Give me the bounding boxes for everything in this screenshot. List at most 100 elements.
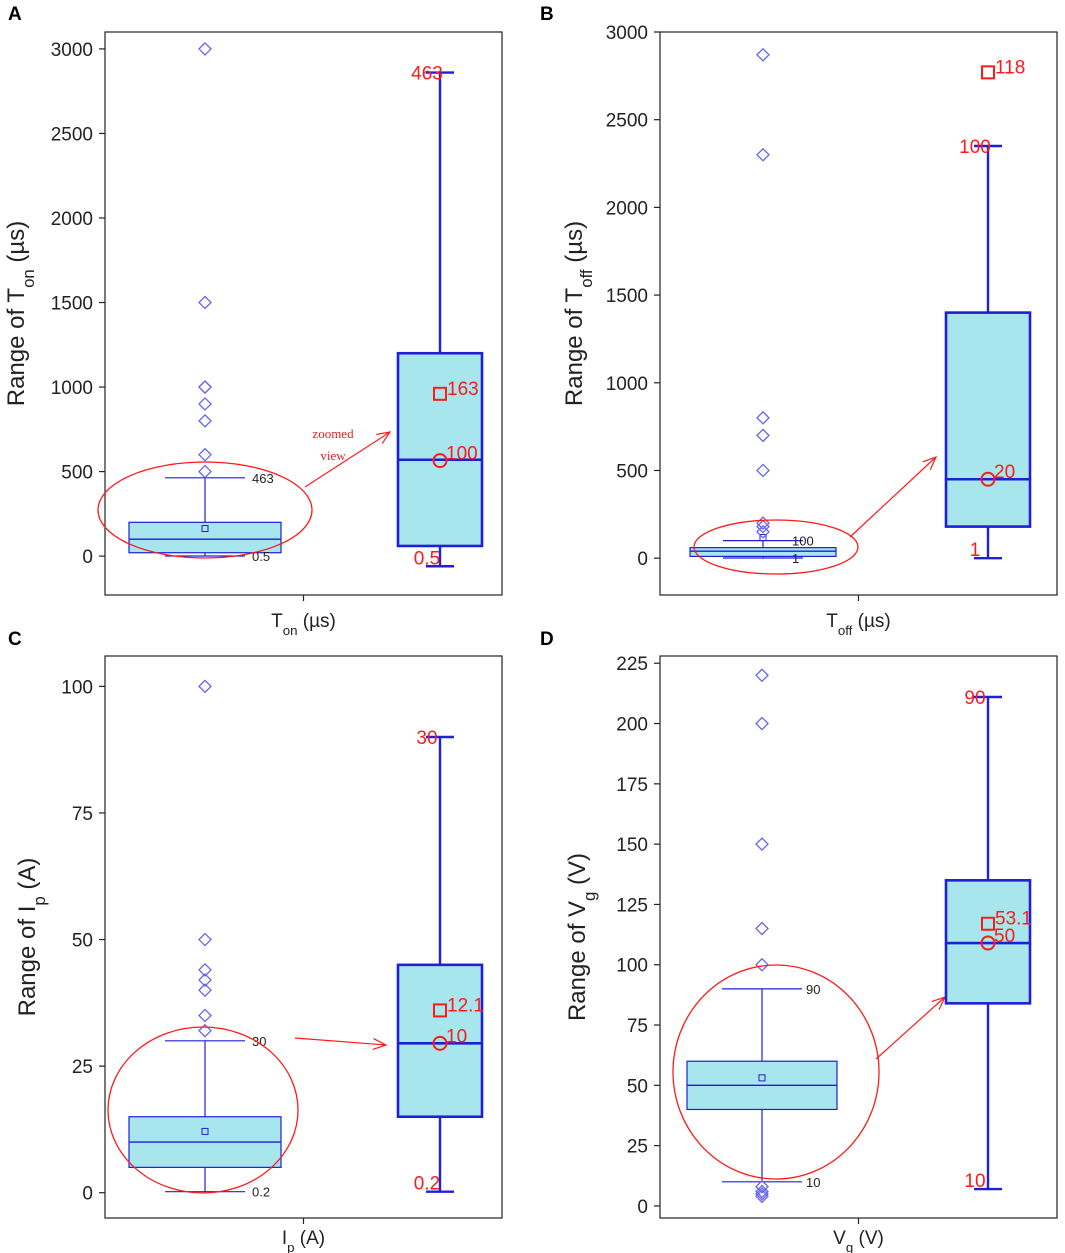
zoom-mean-label: 12.1 <box>447 995 484 1016</box>
y-tick-label: 0 <box>82 1184 93 1205</box>
outlier-point <box>755 957 769 972</box>
y-tick-label: 3000 <box>51 40 93 61</box>
zoom-median-marker <box>432 453 448 469</box>
y-axis-title: Range of Ip (A) <box>14 858 49 1017</box>
small-low-label: 10 <box>806 1175 820 1190</box>
zoom-median-label: 50 <box>994 926 1015 947</box>
zoom-median-label: 10 <box>446 1026 467 1047</box>
zoom-arrow <box>875 996 946 1060</box>
y-tick-label: 200 <box>616 715 648 736</box>
y-tick-label: 1000 <box>51 378 93 399</box>
zoom-ellipse <box>97 461 313 559</box>
small-mean-marker <box>759 533 767 541</box>
outlier-point <box>755 1179 769 1194</box>
panel-a: A 0 500 1000 1500 2000 2500 3000 Range of Ton (µ… <box>3 4 503 638</box>
zoom-mean-label: 163 <box>447 379 479 400</box>
outlier-point <box>198 464 212 479</box>
zoom-arrow-head <box>376 431 392 444</box>
y-tick-label: 0 <box>82 547 93 568</box>
outlier-point <box>198 932 212 947</box>
outlier-point <box>198 962 212 977</box>
y-tick-label: 25 <box>72 1057 93 1078</box>
zoom-high-label: 30 <box>416 728 437 749</box>
outlier-point <box>755 668 769 683</box>
outlier-point <box>756 147 770 162</box>
panel-b: B 0 500 1000 1500 2000 2500 3000 Range of Toff (… <box>540 4 1058 638</box>
panel-letter: A <box>8 4 22 25</box>
zoom-mean-marker <box>433 386 447 401</box>
outlier-point <box>198 973 212 987</box>
small-mean-marker <box>201 525 209 533</box>
zoom-high-label: 100 <box>959 137 991 158</box>
y-tick-label: 225 <box>616 654 648 675</box>
outlier-point <box>756 410 770 425</box>
y-tick-label: 500 <box>61 463 93 484</box>
zoom-box <box>396 351 484 548</box>
y-axis-title: Range of Vg (V) <box>564 853 599 1021</box>
zoom-median-label: 100 <box>446 444 478 465</box>
zoom-mean-marker <box>981 65 995 80</box>
outlier-point <box>756 428 770 443</box>
outlier-point <box>756 47 770 62</box>
y-tick-label: 175 <box>616 775 648 796</box>
outlier-point <box>198 380 212 394</box>
y-tick-label: 1500 <box>606 286 648 307</box>
small-high-label: 463 <box>252 471 274 486</box>
y-tick-label: 75 <box>72 804 93 825</box>
y-tick-label: 25 <box>627 1137 648 1158</box>
zoom-mean-label: 53.1 <box>995 909 1032 930</box>
x-axis-title: Vg (V) <box>833 1228 884 1253</box>
small-mean-marker <box>201 1127 209 1135</box>
panel-letter: B <box>540 4 554 25</box>
outlier-point <box>198 1023 212 1038</box>
zoom-note-line2: view <box>320 448 346 463</box>
zoom-note-line1: zoomed <box>312 426 354 441</box>
zoom-ellipse <box>693 519 859 575</box>
outlier-point <box>198 295 212 310</box>
outlier-point <box>198 413 212 428</box>
small-box <box>128 521 282 554</box>
y-tick-label: 500 <box>616 461 648 482</box>
outlier-point <box>755 1186 769 1201</box>
y-tick-label: 3000 <box>606 23 648 44</box>
y-tick-label: 125 <box>616 895 648 916</box>
outlier-point <box>198 983 212 998</box>
zoom-mean-marker <box>981 916 995 931</box>
outlier-point <box>198 679 212 694</box>
zoom-low-label: 0.5 <box>414 548 440 569</box>
panel-letter: D <box>540 629 554 650</box>
outlier-point <box>756 524 770 539</box>
zoom-arrow <box>294 1037 387 1046</box>
zoom-arrow-head <box>372 1038 388 1051</box>
zoom-ellipse <box>672 964 880 1180</box>
y-tick-label: 50 <box>627 1076 648 1097</box>
zoom-median-marker <box>980 935 996 951</box>
zoom-arrow-head <box>922 455 938 471</box>
y-tick-label: 50 <box>72 931 93 952</box>
y-tick-label: 2000 <box>606 198 648 219</box>
zoom-low-label: 0.2 <box>414 1174 440 1195</box>
y-tick-label: 100 <box>616 956 648 977</box>
y-tick-label: 2500 <box>51 124 93 145</box>
zoom-mean-label: 118 <box>995 57 1025 78</box>
y-tick-label: 150 <box>616 835 648 856</box>
outlier-point <box>198 380 212 394</box>
zoom-arrow <box>304 431 391 488</box>
y-tick-label: 0 <box>637 549 648 570</box>
zoom-high-label: 463 <box>411 64 443 85</box>
small-high-label: 100 <box>792 534 814 549</box>
small-box <box>689 547 837 558</box>
zoom-median-label: 20 <box>994 462 1015 483</box>
small-low-label: 1 <box>792 551 799 566</box>
small-low-label: 0.2 <box>252 1185 270 1200</box>
y-tick-label: 1500 <box>51 294 93 315</box>
y-axis-title: Range of Toff (µs) <box>561 221 596 406</box>
zoom-low-label: 10 <box>964 1171 985 1192</box>
small-high-label: 90 <box>806 982 820 997</box>
outlier-point <box>198 447 212 462</box>
y-tick-label: 0 <box>637 1197 648 1218</box>
x-axis-title: Toff (µs) <box>826 611 891 638</box>
x-axis-title: Ip (A) <box>282 1228 325 1253</box>
